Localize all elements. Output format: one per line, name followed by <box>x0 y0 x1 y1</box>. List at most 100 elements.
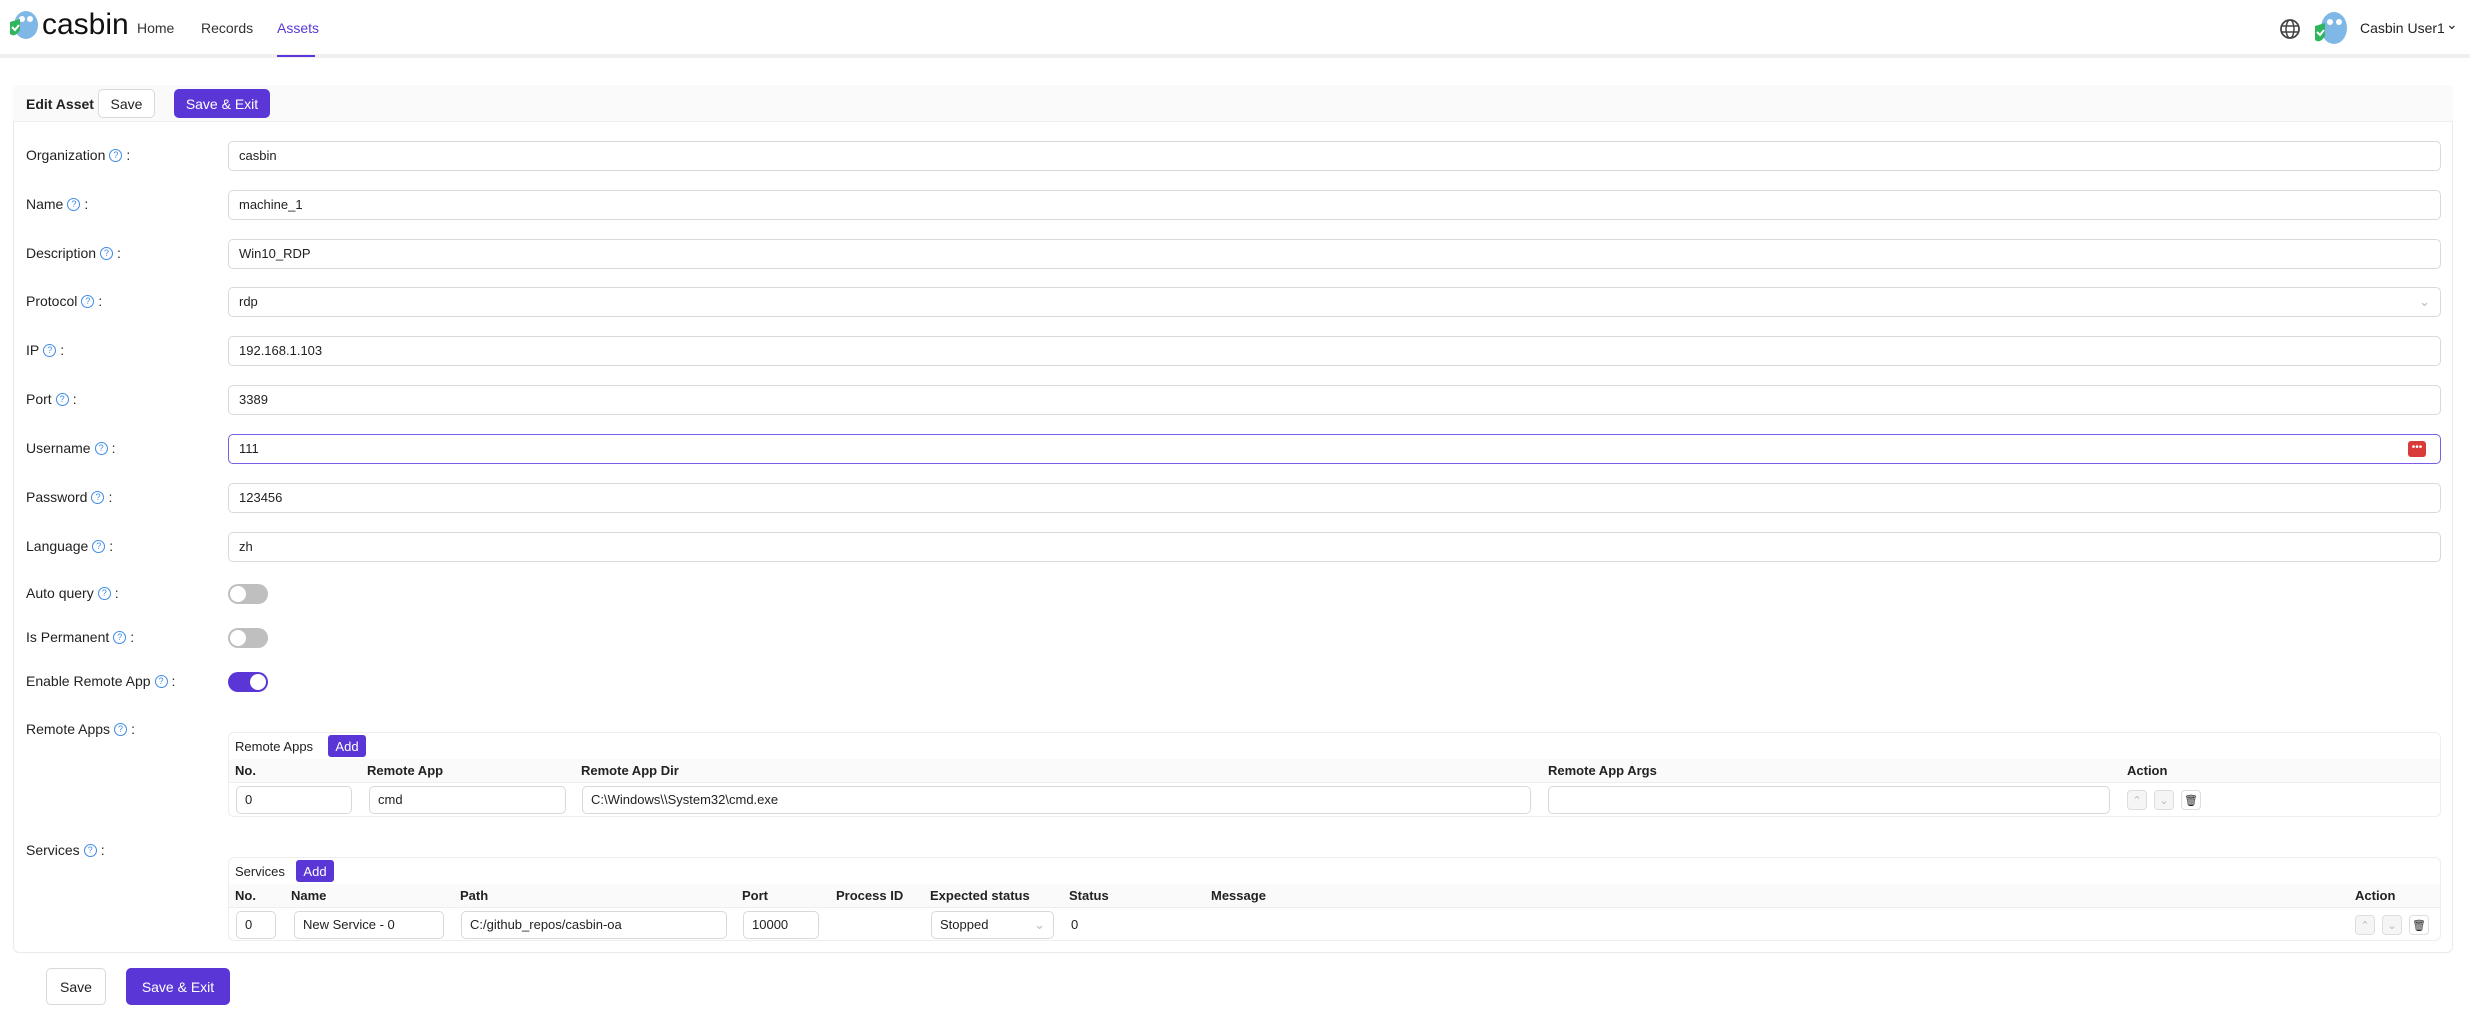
save-button[interactable]: Save <box>98 89 155 118</box>
language-input[interactable]: zh <box>228 532 2441 562</box>
move-down-icon[interactable]: ⌄ <box>2154 790 2174 810</box>
help-icon[interactable]: ? <box>97 586 111 600</box>
organization-label: Organization?: <box>26 147 131 163</box>
remote-app-input[interactable]: cmd <box>369 786 566 814</box>
remote-apps-header-row: No. Remote App Remote App Dir Remote App… <box>229 759 2440 783</box>
active-tab-indicator <box>277 55 315 57</box>
ip-input[interactable]: 192.168.1.103 <box>228 336 2441 366</box>
service-port-input[interactable]: 10000 <box>743 911 819 939</box>
protocol-label: Protocol?: <box>26 293 103 309</box>
chevron-down-icon: ⌄ <box>1034 917 1045 932</box>
add-service-button[interactable]: Add <box>296 860 334 882</box>
help-icon[interactable]: ? <box>83 843 97 857</box>
help-icon[interactable]: ? <box>91 490 105 504</box>
password-label: Password?: <box>26 489 113 505</box>
port-label: Port?: <box>26 391 77 407</box>
description-input[interactable]: Win10_RDP <box>228 239 2441 269</box>
move-up-icon[interactable]: ⌃ <box>2355 915 2375 935</box>
globe-icon[interactable] <box>2279 18 2301 40</box>
nav-home[interactable]: Home <box>137 20 175 36</box>
chevron-down-icon[interactable]: ⌄ <box>2446 16 2458 32</box>
help-icon[interactable]: ? <box>154 674 168 688</box>
col-path: Path <box>460 888 489 903</box>
table-row: 0 cmd C:\Windows\\System32\cmd.exe ⌃ ⌄ 🗑 <box>229 783 2440 817</box>
col-process-id: Process ID <box>836 888 904 903</box>
description-label: Description?: <box>26 245 121 261</box>
chevron-down-icon: ⌄ <box>2419 294 2430 309</box>
logo[interactable]: casbin <box>6 8 129 42</box>
nav-records[interactable]: Records <box>201 20 254 36</box>
add-remote-app-button[interactable]: Add <box>328 735 366 757</box>
ip-label: IP?: <box>26 342 65 358</box>
no-input[interactable]: 0 <box>236 911 276 939</box>
help-icon[interactable]: ? <box>109 148 123 162</box>
col-no: No. <box>235 763 256 778</box>
col-message: Message <box>1211 888 1266 903</box>
services-label: Services?: <box>26 842 105 858</box>
save-exit-button[interactable]: Save & Exit <box>174 89 270 118</box>
remote-app-args-input[interactable] <box>1548 786 2110 814</box>
username-label: Username?: <box>26 440 116 456</box>
col-action: Action <box>2355 888 2396 903</box>
col-name: Name <box>291 888 327 903</box>
user-name[interactable]: Casbin User1 <box>2360 20 2445 36</box>
table-row: 0 New Service - 0 C:/github_repos/casbin… <box>229 908 2440 942</box>
toggle-knob <box>230 586 246 602</box>
move-down-icon[interactable]: ⌄ <box>2382 915 2402 935</box>
service-status: 0 <box>1071 917 1079 932</box>
auto-query-label: Auto query?: <box>26 585 119 601</box>
help-icon[interactable]: ? <box>81 294 95 308</box>
port-input[interactable]: 3389 <box>228 385 2441 415</box>
help-icon[interactable]: ? <box>92 539 106 553</box>
name-label: Name?: <box>26 196 89 212</box>
toggle-knob <box>230 630 246 646</box>
services-table: Services Add No. Name Path Port Process … <box>228 857 2441 941</box>
footer-save-button[interactable]: Save <box>46 968 106 1005</box>
help-icon[interactable]: ? <box>113 630 127 644</box>
footer-save-exit-button[interactable]: Save & Exit <box>126 968 230 1005</box>
is-permanent-label: Is Permanent?: <box>26 629 135 645</box>
card-title: Edit Asset <box>26 96 94 112</box>
language-label: Language?: <box>26 538 114 554</box>
enable-remote-app-label: Enable Remote App?: <box>26 673 176 689</box>
service-name-input[interactable]: New Service - 0 <box>294 911 444 939</box>
move-up-icon[interactable]: ⌃ <box>2127 790 2147 810</box>
services-title: Services <box>235 864 285 879</box>
col-remote-app-dir: Remote App Dir <box>581 763 679 778</box>
col-no: No. <box>235 888 256 903</box>
delete-icon[interactable]: 🗑 <box>2409 915 2429 935</box>
help-icon[interactable]: ? <box>100 246 114 260</box>
service-path-input[interactable]: C:/github_repos/casbin-oa <box>461 911 727 939</box>
name-input[interactable]: machine_1 <box>228 190 2441 220</box>
top-nav-bar <box>0 0 2470 58</box>
help-icon[interactable]: ? <box>55 392 69 406</box>
protocol-select[interactable]: rdp ⌄ <box>228 287 2441 317</box>
remote-app-dir-input[interactable]: C:\Windows\\System32\cmd.exe <box>582 786 1531 814</box>
col-remote-app-args: Remote App Args <box>1548 763 1657 778</box>
no-input[interactable]: 0 <box>236 786 352 814</box>
auto-query-toggle[interactable] <box>228 584 268 604</box>
casbin-logo-icon <box>10 11 38 39</box>
col-remote-app: Remote App <box>367 763 444 778</box>
enable-remote-app-toggle[interactable] <box>228 672 268 692</box>
organization-input[interactable]: casbin <box>228 141 2441 171</box>
col-action: Action <box>2127 763 2168 778</box>
password-manager-icon[interactable]: ••• <box>2408 441 2426 457</box>
card-header <box>13 85 2453 122</box>
avatar[interactable] <box>2313 10 2349 46</box>
toggle-knob <box>250 674 266 690</box>
services-header-row: No. Name Path Port Process ID Expected s… <box>229 884 2440 908</box>
remote-apps-label: Remote Apps?: <box>26 721 135 737</box>
password-input[interactable]: 123456 <box>228 483 2441 513</box>
remote-apps-title: Remote Apps <box>235 739 314 754</box>
delete-icon[interactable]: 🗑 <box>2181 790 2201 810</box>
expected-status-select[interactable]: Stopped ⌄ <box>931 911 1054 939</box>
help-icon[interactable]: ? <box>114 722 128 736</box>
username-input[interactable]: 111 ••• <box>228 434 2441 464</box>
is-permanent-toggle[interactable] <box>228 628 268 648</box>
help-icon[interactable]: ? <box>67 197 81 211</box>
nav-assets[interactable]: Assets <box>277 20 320 36</box>
col-port: Port <box>742 888 768 903</box>
help-icon[interactable]: ? <box>94 441 108 455</box>
help-icon[interactable]: ? <box>43 343 57 357</box>
